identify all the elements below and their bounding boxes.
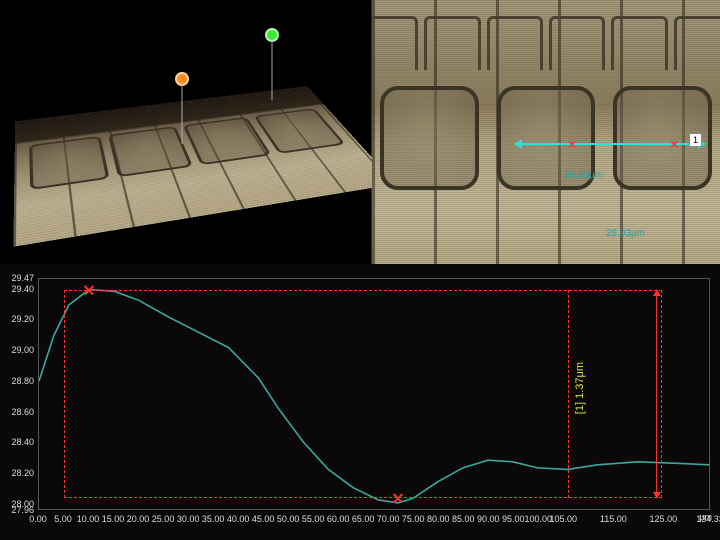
surface-plane <box>13 86 396 247</box>
x-tick-label: 90.00 <box>477 514 500 524</box>
x-tick-label: 15.00 <box>102 514 125 524</box>
x-tick-label: 50.00 <box>277 514 300 524</box>
x-tick-label: 55.00 <box>302 514 325 524</box>
x-tick-label: 115.00 <box>600 514 627 524</box>
view-3d-panel[interactable] <box>0 0 372 264</box>
x-tick-label: 105.00 <box>550 514 578 524</box>
x-tick-label: 10.00 <box>77 514 100 524</box>
x-tick-label: 95.00 <box>502 514 525 524</box>
feature-oval <box>380 86 479 190</box>
y-tick-label: 28.60 <box>11 407 34 417</box>
x-tick-label: 35.00 <box>202 514 225 524</box>
cursor-box[interactable] <box>64 290 663 499</box>
feature-rect <box>108 126 193 177</box>
x-tick-label: 60.00 <box>327 514 350 524</box>
feature-rect <box>29 136 110 190</box>
y-axis: 29.4729.4029.2029.0028.8028.6028.4028.20… <box>2 278 36 510</box>
chart-plot-area[interactable]: [1] 1.37μm <box>38 278 710 510</box>
y-tick-label: 28.40 <box>11 437 34 447</box>
cursor-x-icon[interactable]: × <box>568 136 576 152</box>
x-tick-label: 40.00 <box>227 514 250 524</box>
x-tick-label: 5.00 <box>54 514 72 524</box>
x-tick-label: 70.00 <box>377 514 400 524</box>
x-tick-label: 30.00 <box>177 514 200 524</box>
x-axis: 0.005.0010.0015.0020.0025.0030.0035.0040… <box>38 512 710 534</box>
x-tick-label: 45.00 <box>252 514 275 524</box>
profile-chart-panel[interactable]: μm 29.4729.4029.2029.0028.8028.6028.4028… <box>0 264 720 540</box>
y-tick-label: 28.20 <box>11 468 34 478</box>
y-tick-label: 29.47 <box>11 273 34 283</box>
delta-arrow-icon <box>656 290 657 499</box>
feature-rect <box>549 16 605 70</box>
x-tick-label: 125.00 <box>650 514 678 524</box>
pin-marker-2-icon[interactable] <box>175 72 189 86</box>
feature-rect <box>372 16 418 70</box>
delta-value-label: [1] 1.37μm <box>574 362 586 414</box>
top-panels: × × 1 28.40μm 28.03μm <box>0 0 720 264</box>
cursor-x-icon[interactable]: × <box>670 136 678 152</box>
view-2d-panel[interactable]: × × 1 28.40μm 28.03μm <box>372 0 720 264</box>
x-tick-label: 0.00 <box>29 514 47 524</box>
app-root: × × 1 28.40μm 28.03μm μm 29.4729.4029.20… <box>0 0 720 540</box>
pin-marker-1-icon[interactable] <box>265 28 279 42</box>
cursor-cross-icon[interactable] <box>84 285 94 295</box>
height-annotation: 28.40μm <box>564 170 603 181</box>
x-tick-label: 80.00 <box>427 514 450 524</box>
profile-chart: 29.4729.4029.2029.0028.8028.6028.4028.20… <box>38 272 710 534</box>
x-tick-label: 100.00 <box>524 514 552 524</box>
x-tick-label: 20.00 <box>127 514 150 524</box>
y-tick-label: 29.20 <box>11 314 34 324</box>
cursor-vline <box>568 290 569 499</box>
height-annotation: 28.03μm <box>606 228 645 239</box>
x-tick-label: 75.00 <box>402 514 425 524</box>
feature-rect <box>674 16 720 70</box>
feature-rect <box>611 16 667 70</box>
feature-rect <box>487 16 543 70</box>
y-tick-label: 29.40 <box>11 284 34 294</box>
measurement-label: 1 <box>689 133 702 147</box>
topview-surface <box>372 0 720 264</box>
y-tick-label: 28.80 <box>11 376 34 386</box>
x-tick-label: 65.00 <box>352 514 375 524</box>
surface-3d <box>20 50 360 250</box>
x-axis-unit: μm <box>699 512 712 522</box>
feature-rect <box>254 108 346 154</box>
cursor-cross-icon[interactable] <box>393 493 403 503</box>
x-tick-label: 25.00 <box>152 514 175 524</box>
x-tick-label: 85.00 <box>452 514 475 524</box>
y-tick-label: 29.00 <box>11 345 34 355</box>
feature-rect <box>424 16 480 70</box>
